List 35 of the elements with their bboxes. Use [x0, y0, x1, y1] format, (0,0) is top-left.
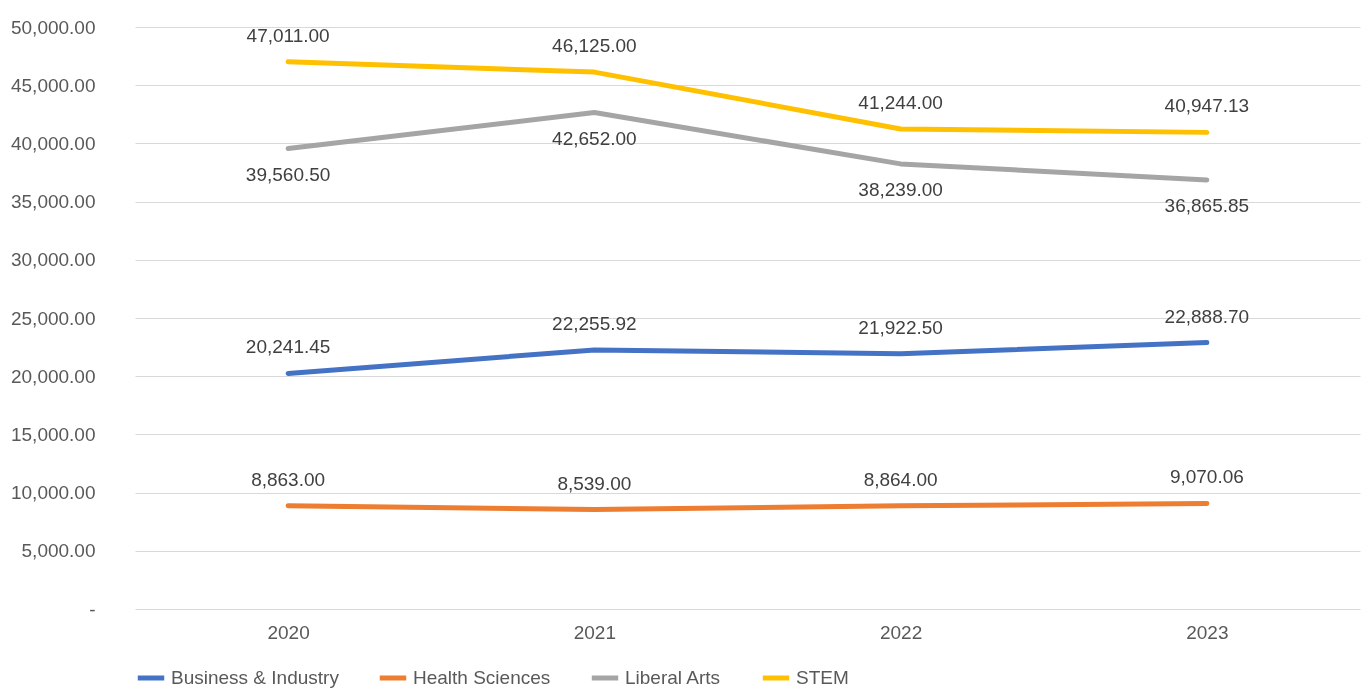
data-label: 41,244.00 — [858, 91, 943, 113]
x-tick-label: 2022 — [879, 621, 923, 643]
legend-label: STEM — [796, 667, 849, 688]
x-tick-label: 2021 — [573, 621, 617, 643]
data-label: 46,125.00 — [552, 35, 637, 57]
data-label: 8,864.00 — [863, 468, 938, 490]
data-label: 20,241.45 — [245, 336, 331, 358]
y-tick-label: 10,000.00 — [10, 482, 96, 504]
y-tick-label: - — [89, 598, 96, 620]
y-tick-label: 50,000.00 — [10, 16, 96, 38]
y-tick-label: 25,000.00 — [10, 307, 96, 329]
y-tick-label: 5,000.00 — [21, 540, 96, 562]
data-label: 38,239.00 — [858, 178, 943, 200]
data-label: 36,865.85 — [1164, 194, 1250, 216]
x-tick-label: 2020 — [267, 621, 310, 643]
legend-label: Business & Industry — [171, 667, 340, 688]
y-tick-label: 45,000.00 — [10, 74, 96, 96]
y-tick-label: 35,000.00 — [10, 191, 96, 213]
data-label: 22,255.92 — [552, 312, 637, 334]
x-tick-label: 2023 — [1186, 621, 1229, 643]
legend-label: Health Sciences — [413, 667, 551, 688]
data-label: 40,947.13 — [1164, 95, 1250, 117]
data-label: 8,539.00 — [557, 472, 632, 494]
data-label: 21,922.50 — [858, 316, 943, 338]
y-tick-label: 15,000.00 — [10, 423, 96, 445]
data-label: 39,560.50 — [245, 163, 331, 185]
y-tick-label: 40,000.00 — [10, 132, 96, 154]
data-label: 8,863.00 — [251, 468, 326, 490]
legend-label: Liberal Arts — [625, 667, 721, 688]
y-tick-label: 20,000.00 — [10, 365, 96, 387]
y-tick-label: 30,000.00 — [10, 249, 96, 271]
data-label: 22,888.70 — [1164, 305, 1250, 327]
data-label: 47,011.00 — [246, 24, 330, 46]
data-label: 9,070.06 — [1169, 466, 1244, 488]
data-label: 42,652.00 — [552, 127, 637, 149]
